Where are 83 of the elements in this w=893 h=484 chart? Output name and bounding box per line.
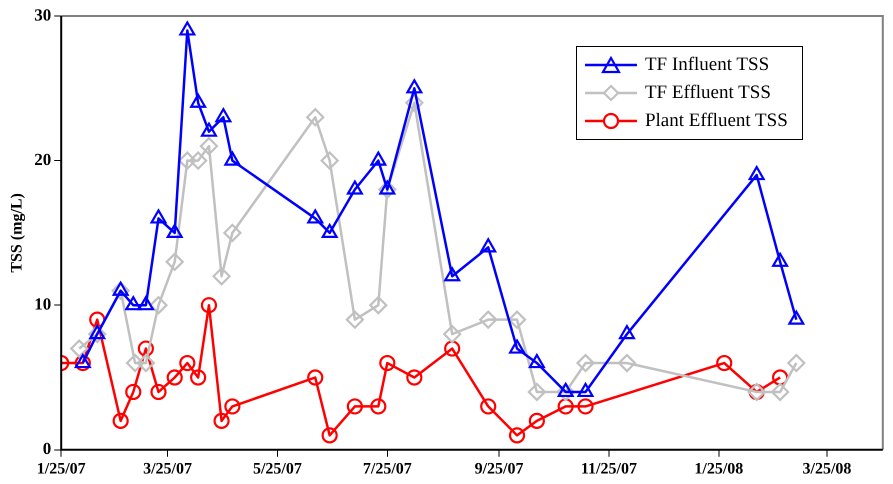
point (480, 238, 496, 252)
point (138, 296, 154, 310)
point (577, 398, 594, 415)
point (772, 369, 788, 386)
point (479, 310, 498, 329)
point (224, 152, 240, 166)
point (190, 369, 206, 386)
point (136, 354, 155, 372)
point (112, 412, 129, 429)
point (406, 79, 422, 94)
y-axis-title: TSS (mg/L) (8, 193, 26, 273)
x-tick-label: 1/25/08 (694, 460, 744, 478)
point (224, 398, 240, 415)
point (788, 310, 804, 325)
point (190, 94, 206, 108)
point (322, 427, 338, 444)
point (213, 412, 230, 429)
legend-label: TF Influent TSS (644, 54, 770, 76)
point (480, 398, 496, 415)
point (70, 339, 88, 358)
point (322, 224, 338, 238)
point (508, 310, 526, 329)
y-tick-label: 10 (34, 294, 52, 314)
point (379, 354, 396, 372)
point (444, 340, 460, 357)
point (138, 340, 154, 357)
point (528, 382, 546, 402)
point (346, 398, 363, 415)
point (200, 122, 217, 137)
x-tick-label: 9/25/07 (474, 460, 524, 478)
point (576, 354, 595, 372)
point (125, 384, 142, 400)
point (89, 325, 106, 340)
point (716, 354, 732, 372)
point (150, 209, 167, 224)
point (787, 354, 806, 372)
point (508, 427, 526, 444)
x-tick-label: 5/25/07 (252, 460, 302, 478)
point (112, 282, 129, 296)
point (528, 412, 545, 429)
point (370, 398, 386, 415)
point (74, 354, 91, 372)
x-tick-label: 11/25/07 (580, 460, 637, 478)
point (215, 108, 232, 122)
legend-label: Plant Effluent TSS (644, 110, 788, 132)
point (149, 296, 168, 314)
point (89, 312, 106, 328)
x-tick-label: 1/25/07 (36, 460, 86, 478)
point (307, 369, 324, 386)
point (370, 152, 386, 166)
y-tick-label: 30 (34, 5, 52, 24)
point (179, 21, 196, 36)
point (200, 297, 218, 314)
x-tick-label: 7/25/07 (362, 460, 412, 478)
y-tick-label: 20 (34, 150, 52, 169)
point (618, 354, 636, 372)
x-tick-label: 3/25/08 (802, 460, 852, 478)
point (369, 296, 388, 314)
point (126, 354, 144, 372)
point (212, 267, 231, 286)
point (558, 398, 574, 415)
point (772, 252, 788, 267)
point (88, 325, 106, 344)
point (166, 369, 183, 386)
point (307, 209, 324, 224)
point (179, 354, 196, 372)
point (771, 382, 790, 402)
x-tick-label: 3/25/07 (143, 460, 192, 478)
point (166, 252, 184, 271)
point (748, 166, 765, 180)
point (406, 369, 422, 386)
y-tick-label: 0 (42, 439, 52, 458)
point (125, 296, 142, 310)
point (150, 384, 167, 400)
point (444, 267, 460, 282)
legend-label: TF Effluent TSS (644, 82, 771, 104)
point (379, 180, 396, 195)
point (346, 180, 363, 195)
point (223, 224, 242, 242)
point (166, 224, 183, 238)
point (443, 325, 462, 344)
point (618, 325, 635, 340)
point (346, 310, 364, 329)
